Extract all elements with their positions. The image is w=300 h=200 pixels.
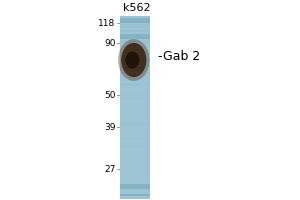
Text: 118: 118 — [98, 19, 116, 27]
Text: -Gab 2: -Gab 2 — [158, 49, 200, 62]
Text: k562: k562 — [123, 3, 150, 13]
Bar — [120, 34, 150, 39]
Ellipse shape — [118, 39, 150, 81]
Bar — [120, 194, 150, 199]
Ellipse shape — [125, 51, 139, 69]
Text: 27: 27 — [104, 164, 116, 173]
Bar — [120, 16, 150, 196]
Ellipse shape — [121, 43, 146, 77]
Text: 90: 90 — [104, 38, 116, 47]
Bar — [120, 184, 150, 189]
Text: 50: 50 — [104, 90, 116, 99]
Text: 39: 39 — [104, 122, 116, 132]
Bar — [120, 18, 150, 23]
